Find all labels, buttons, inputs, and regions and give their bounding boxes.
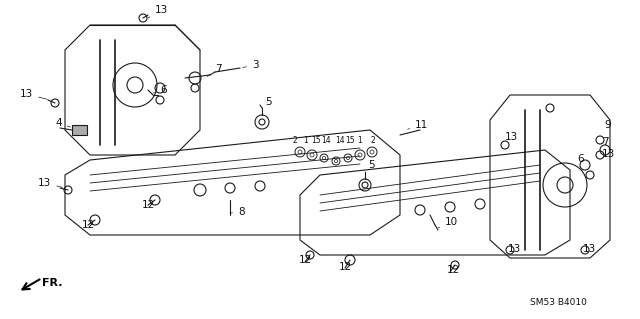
Text: 12: 12 <box>81 220 95 230</box>
Text: 13: 13 <box>38 178 62 188</box>
Text: 12: 12 <box>339 262 351 272</box>
Text: 13: 13 <box>508 244 521 254</box>
Text: 15: 15 <box>345 136 355 145</box>
Text: 14: 14 <box>321 136 331 145</box>
Text: FR.: FR. <box>42 278 63 288</box>
Bar <box>72 125 87 135</box>
Text: 9: 9 <box>604 120 611 130</box>
Text: 13: 13 <box>20 89 47 99</box>
Text: 11: 11 <box>408 120 428 130</box>
Text: 12: 12 <box>446 265 460 275</box>
Text: 2: 2 <box>371 136 376 145</box>
Text: 8: 8 <box>230 207 244 217</box>
Text: 13: 13 <box>148 5 168 18</box>
Text: 6: 6 <box>577 154 584 164</box>
Text: 3: 3 <box>243 60 259 70</box>
Text: 7: 7 <box>602 137 609 147</box>
Text: SM53 B4010: SM53 B4010 <box>530 298 587 307</box>
Text: 13: 13 <box>505 132 518 142</box>
Text: 7: 7 <box>207 64 221 77</box>
Text: 6: 6 <box>153 85 166 95</box>
Text: 15: 15 <box>311 136 321 145</box>
Text: 13: 13 <box>602 149 615 159</box>
Text: 14: 14 <box>335 136 345 145</box>
Text: 1: 1 <box>303 136 308 145</box>
Text: 10: 10 <box>438 217 458 228</box>
Text: 2: 2 <box>292 136 298 145</box>
Text: 4: 4 <box>55 118 70 128</box>
Text: 5: 5 <box>262 97 271 108</box>
Text: 13: 13 <box>583 244 596 254</box>
Text: 12: 12 <box>298 255 312 265</box>
Text: 5: 5 <box>365 160 374 172</box>
Text: 1: 1 <box>358 136 362 145</box>
Text: 12: 12 <box>141 200 155 210</box>
